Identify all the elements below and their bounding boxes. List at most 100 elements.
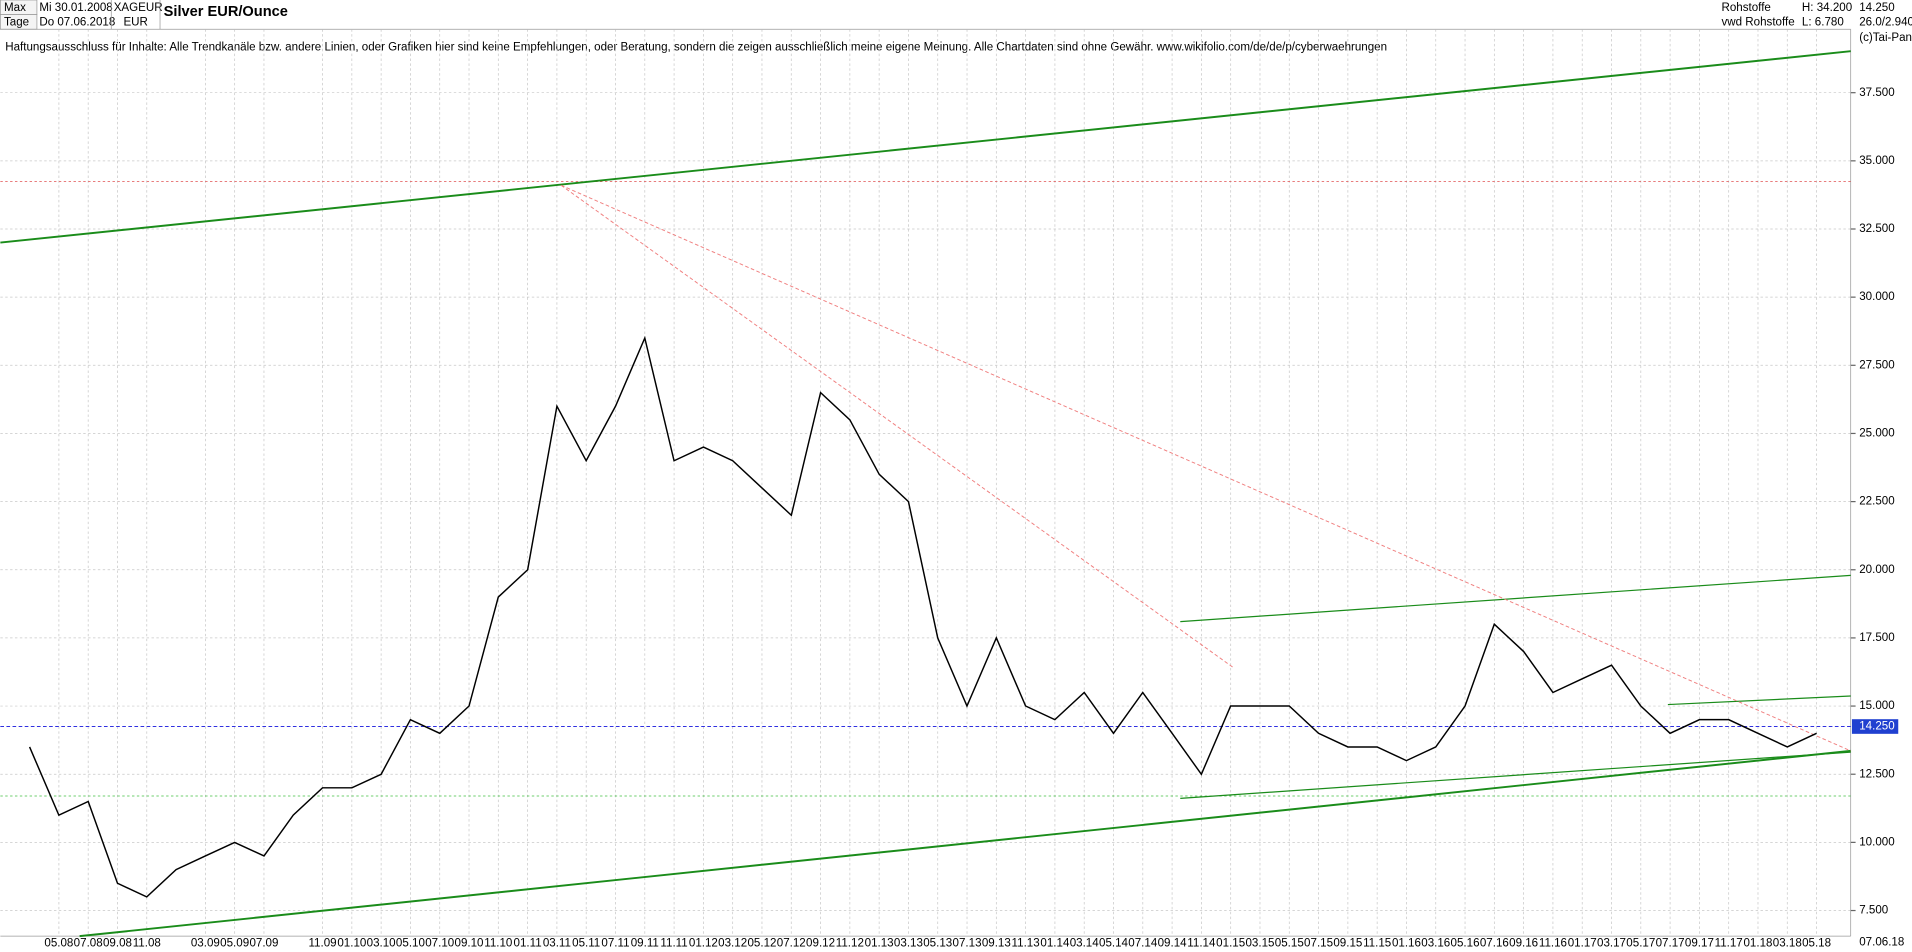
x-tick-label: 03.16: [1421, 938, 1450, 950]
trendline: [0, 50, 1851, 244]
y-tick-label: 27.500: [1859, 359, 1894, 371]
x-tick-label: 03.12: [718, 938, 747, 950]
trendline: [560, 184, 1851, 752]
subtitle: Haftungsausschluss für Inhalte: Alle Tre…: [5, 42, 1387, 54]
x-tick-label: 05.11: [572, 938, 600, 950]
y-tick-label: 30.000: [1859, 291, 1894, 303]
start-date: Mi 30.01.2008: [39, 2, 112, 14]
x-tick-label: 01.10: [337, 938, 366, 950]
x-tick-label: 11.10: [484, 938, 512, 950]
x-tick-label: 01.15: [1216, 938, 1245, 950]
x-tick-label: 09.16: [1509, 938, 1538, 950]
currency: EUR: [123, 17, 147, 29]
last-price-label: 14.250: [1859, 721, 1894, 733]
price-line: [28, 335, 1817, 898]
x-tick-label: 07.14: [1128, 938, 1158, 950]
period[interactable]: Tage: [4, 17, 29, 29]
y-tick-label: 20.000: [1859, 564, 1894, 576]
last-price-box: [1851, 719, 1899, 734]
x-tick-label: 09.17: [1685, 938, 1714, 950]
x-tick-label: 11.16: [1539, 938, 1567, 950]
high: H: 34.200: [1802, 2, 1852, 14]
y-tick-label: 7.500: [1859, 905, 1888, 917]
x-tick-label: 09.11: [631, 938, 659, 950]
x-tick-label: 01.12: [689, 938, 718, 950]
info: 26.0/2.940: [1859, 17, 1912, 29]
y-tick-label: 35.000: [1859, 155, 1894, 167]
x-tick-label: 03.09: [191, 938, 220, 950]
trendline: [1667, 695, 1851, 706]
low: L: 6.780: [1802, 17, 1844, 29]
x-tick-label: 09.12: [806, 938, 835, 950]
source: Rohstoffe: [1722, 2, 1771, 14]
chart-title: Silver EUR/Ounce: [164, 4, 288, 20]
x-tick-label: 11.09: [308, 938, 336, 950]
x-tick-label: 05.18: [1802, 938, 1831, 950]
trendline: [1180, 574, 1851, 623]
y-tick-label: 25.000: [1859, 428, 1894, 440]
x-tick-label: 05.08: [44, 938, 73, 950]
x-tick-label: 09.13: [982, 938, 1011, 950]
x-tick-label: 05.09: [220, 938, 249, 950]
x-tick-label: 09.15: [1333, 938, 1362, 950]
y-tick-label: 15.000: [1859, 700, 1894, 712]
x-tick-label: 05.10: [396, 938, 425, 950]
x-tick-label: 11.08: [133, 938, 161, 950]
x-tick-label: 01.16: [1392, 938, 1421, 950]
y-tick-label: 12.500: [1859, 768, 1894, 780]
x-tick-label: 01.13: [865, 938, 894, 950]
x-tick-label: 07.11: [601, 938, 629, 950]
y-tick-label: 10.000: [1859, 836, 1894, 848]
range[interactable]: Max: [4, 2, 26, 14]
x-tick-label: 03.14: [1070, 938, 1100, 950]
last: 14.250: [1859, 2, 1894, 14]
x-tick-label: 11.15: [1363, 938, 1391, 950]
trendline: [1180, 751, 1851, 800]
x-tick-label: 07.08: [74, 938, 103, 950]
x-tick-label: 01.17: [1568, 938, 1597, 950]
copyright: (c)Tai-Pan: [1859, 32, 1912, 44]
end-date: Do 07.06.2018: [39, 17, 115, 29]
x-tick-label: 07.16: [1480, 938, 1509, 950]
x-tick-label: 07.17: [1656, 938, 1685, 950]
trendline: [79, 749, 1851, 938]
x-tick-label: 03.10: [367, 938, 396, 950]
x-tick-label: 03.13: [894, 938, 923, 950]
x-tick-label: 05.12: [747, 938, 776, 950]
y-tick-label: 17.500: [1859, 632, 1894, 644]
x-tick-label: 07.12: [777, 938, 806, 950]
x-tick-label: 03.11: [543, 938, 571, 950]
x-tick-label: 07.10: [425, 938, 454, 950]
x-tick-label: 11.13: [1012, 938, 1040, 950]
x-tick-label: 11.11: [660, 938, 687, 950]
end-date-label: 07.06.18: [1859, 936, 1904, 948]
x-tick-label: 07.13: [953, 938, 982, 950]
x-tick-label: 01.11: [514, 938, 542, 950]
symbol: XAGEUR: [114, 2, 163, 14]
trendlines: [0, 50, 1851, 938]
x-tick-label: 01.14: [1040, 938, 1070, 950]
x-tick-label: 05.14: [1099, 938, 1129, 950]
x-tick-label: 03.18: [1773, 938, 1802, 950]
source: vwd Rohstoffe: [1722, 17, 1795, 29]
x-tick-label: 05.16: [1451, 938, 1480, 950]
y-tick-label: 37.500: [1859, 87, 1894, 99]
x-tick-label: 05.15: [1275, 938, 1304, 950]
x-tick-label: 01.18: [1743, 938, 1772, 950]
x-tick-label: 03.17: [1597, 938, 1626, 950]
y-tick-label: 22.500: [1859, 496, 1894, 508]
x-tick-label: 09.08: [103, 938, 132, 950]
trendline: [560, 184, 1235, 669]
x-tick-label: 05.17: [1626, 938, 1655, 950]
x-tick-label: 09.10: [455, 938, 484, 950]
x-tick-label: 11.14: [1187, 938, 1216, 950]
x-tick-label: 05.13: [923, 938, 952, 950]
x-tick-label: 09.14: [1158, 938, 1188, 950]
x-tick-label: 03.15: [1245, 938, 1274, 950]
x-tick-label: 11.17: [1715, 938, 1743, 950]
x-tick-label: 07.15: [1304, 938, 1333, 950]
x-tick-label: 07.09: [249, 938, 278, 950]
y-tick-label: 32.500: [1859, 223, 1894, 235]
